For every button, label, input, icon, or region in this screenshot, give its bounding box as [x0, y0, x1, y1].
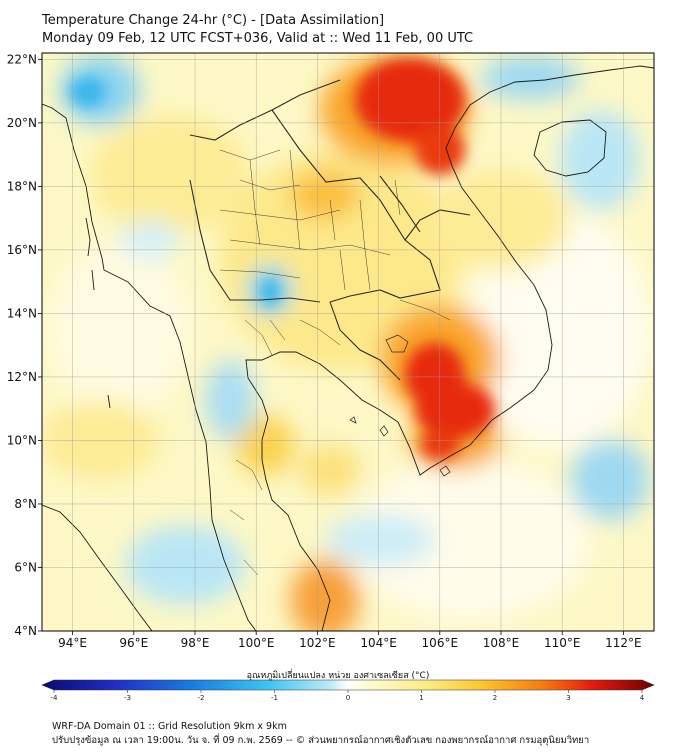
lon-label: 110°E	[544, 636, 581, 650]
map-subtitle: Monday 09 Feb, 12 UTC FCST+036, Valid at…	[42, 31, 474, 46]
sumatra-coastline	[42, 504, 153, 631]
lat-label: 6°N	[14, 560, 37, 574]
lat-label: 10°N	[7, 433, 37, 447]
colorbar-ticks: -4 -3 -2 -1 0 1 2 3 4	[51, 690, 645, 702]
lon-label: 94°E	[58, 636, 87, 650]
colorbar-tick-label: -3	[124, 694, 131, 702]
longitude-labels: 94°E 96°E 98°E 100°E 102°E 104°E 106°E 108°E 110…	[58, 631, 642, 650]
map-footer: WRF-DA Domain 01 :: Grid Resolution 9km …	[52, 720, 589, 748]
hainan-island	[533, 119, 607, 177]
colorbar-label: อุณหภูมิเปลี่ยนแปลง หน่วย องศาเซลเซียส (…	[246, 671, 430, 681]
lon-label: 98°E	[181, 636, 210, 650]
map-title: Temperature Change 24-hr (°C) - [Data As…	[42, 13, 385, 28]
latitude-labels: 4°N 6°N 8°N 10°N 12°N 14°N 16°N 18°N 20°N 22°N	[7, 52, 42, 638]
mainland-coastline	[42, 65, 654, 631]
colorbar-tick-label: -1	[271, 694, 278, 702]
lat-label: 12°N	[7, 370, 37, 384]
footer-credits: ปรับปรุงข้อมูล ณ เวลา 19:00น. วัน จ. ที่…	[52, 735, 590, 746]
colorbar-tick-label: 3	[566, 694, 570, 702]
lat-label: 14°N	[7, 306, 37, 320]
gulf-islands	[349, 416, 451, 477]
map-title-block: Temperature Change 24-hr (°C) - [Data As…	[42, 12, 473, 48]
lon-label: 96°E	[119, 636, 148, 650]
lat-label: 20°N	[7, 116, 37, 130]
lat-label: 4°N	[14, 624, 37, 638]
footer-model-info: WRF-DA Domain 01 :: Grid Resolution 9km …	[52, 721, 287, 732]
lon-label: 108°E	[483, 636, 520, 650]
temperature-field	[42, 53, 654, 631]
lon-label: 102°E	[299, 636, 336, 650]
lat-label: 16°N	[7, 243, 37, 257]
colorbar-tick-label: 1	[419, 694, 423, 702]
colorbar-tick-label: -2	[198, 694, 205, 702]
tonle-sap	[385, 334, 409, 353]
lat-label: 8°N	[14, 497, 37, 511]
lon-label: 106°E	[422, 636, 459, 650]
lat-label: 18°N	[7, 179, 37, 193]
lat-label: 22°N	[7, 52, 37, 66]
lon-label: 112°E	[605, 636, 642, 650]
colorbar-tick-label: 0	[346, 694, 350, 702]
lon-label: 104°E	[360, 636, 397, 650]
colorbar: -4 -3 -2 -1 0 1 2 3 4	[41, 679, 655, 702]
colorbar-tick-label: 2	[493, 694, 497, 702]
andaman-islands	[85, 217, 111, 409]
colorbar-tick-label: -4	[51, 694, 59, 702]
lon-label: 100°E	[238, 636, 275, 650]
map-frame	[41, 52, 655, 632]
colorbar-tick-label: 4	[640, 694, 645, 702]
